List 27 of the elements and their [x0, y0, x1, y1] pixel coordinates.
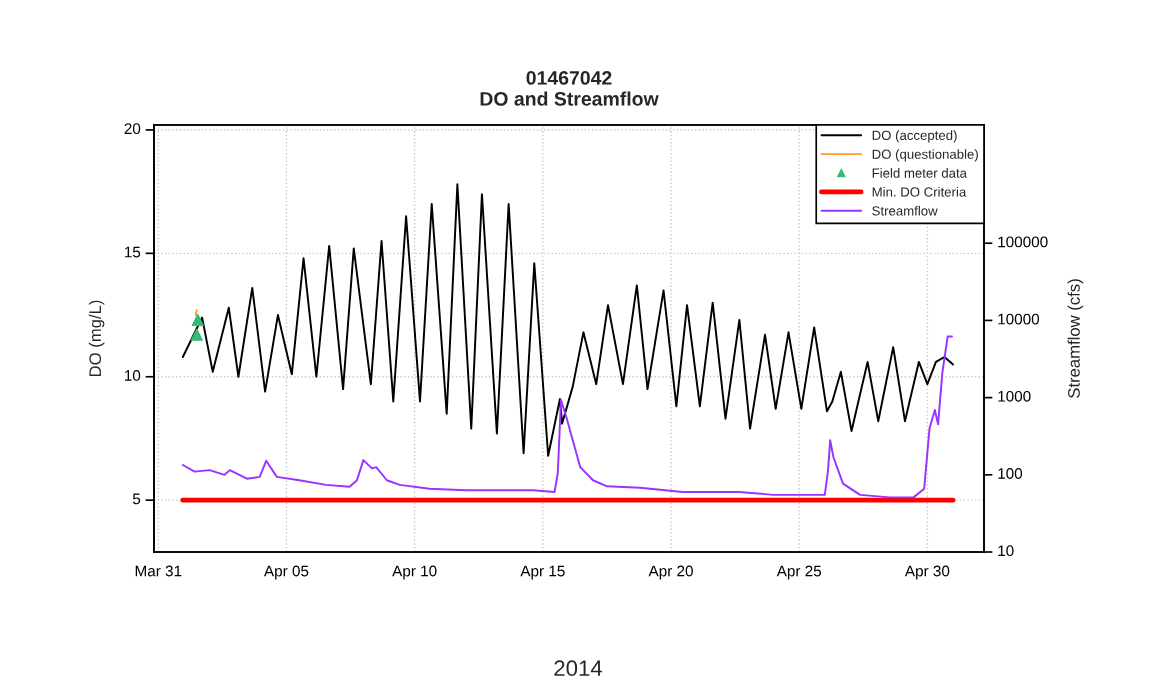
- y-tick-label: 5: [132, 493, 141, 505]
- y-tick-label: 15: [124, 246, 141, 258]
- y2-tick-label: 100: [998, 468, 1023, 479]
- y-tick-label: 10: [124, 370, 141, 381]
- legend-label: DO (accepted): [872, 130, 957, 143]
- x-tick-label: Apr 25: [776, 565, 822, 580]
- y2-tick-label: 10: [998, 545, 1014, 557]
- legend-label: Streamflow: [872, 205, 938, 216]
- chart-subtitle: DO and Streamflow: [480, 91, 659, 106]
- x-tick-label: Apr 30: [904, 565, 950, 580]
- y-tick-label: 20: [124, 123, 141, 135]
- text: 2014: [554, 660, 603, 677]
- legend-label: Min. DO Criteria: [872, 186, 967, 197]
- legend-label: DO (questionable): [872, 149, 978, 162]
- x-tick-label: Apr 15: [520, 565, 565, 580]
- chart-title: 01467042: [526, 71, 612, 85]
- y2-tick-label: 1000: [998, 390, 1031, 402]
- x-tick-label: Apr 10: [392, 565, 437, 580]
- x-tick-label: Mar 31: [135, 565, 182, 577]
- y2-tick-label: 10000: [998, 313, 1040, 325]
- y2-axis-title: Streamflow (cfs): [1067, 279, 1084, 398]
- legend-label: Field meter data: [872, 168, 967, 178]
- y2-tick-label: 100000: [998, 236, 1048, 248]
- line-series: [181, 335, 953, 499]
- y-axis-title: DO (mg/L): [88, 300, 105, 377]
- x-tick-label: Apr 20: [648, 565, 693, 580]
- x-tick-label: Apr 05: [263, 565, 309, 580]
